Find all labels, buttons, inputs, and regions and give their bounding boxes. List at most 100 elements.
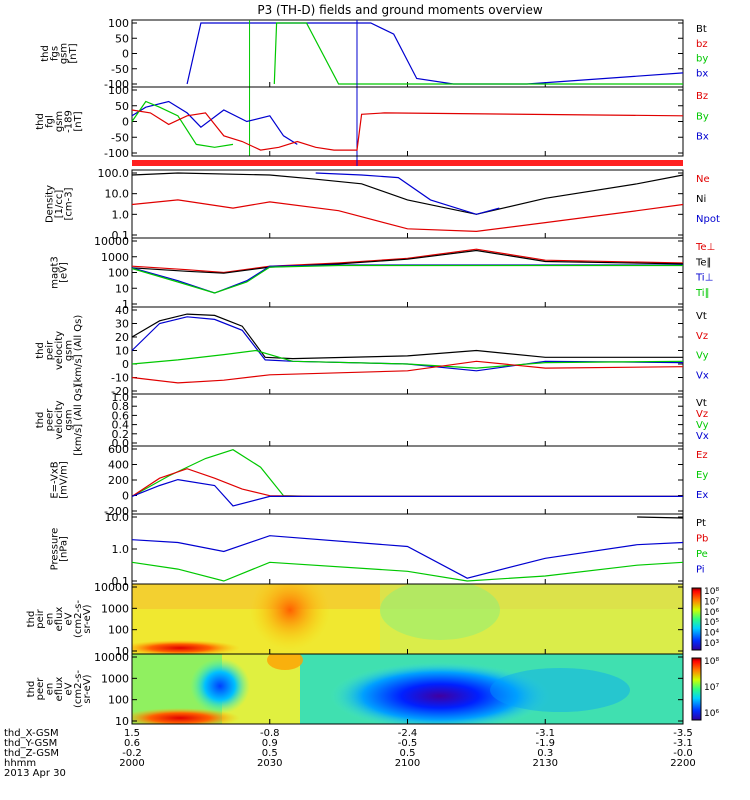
y-axis-label: eflux bbox=[54, 677, 65, 702]
y-axis-label: peer bbox=[45, 408, 56, 432]
separator-bar bbox=[132, 160, 683, 166]
y-tick-label: 10.0 bbox=[105, 188, 130, 201]
y-axis-label: thd bbox=[35, 113, 46, 130]
series-Ti⊥ bbox=[131, 264, 683, 294]
series-Pi bbox=[131, 535, 684, 579]
series-bx bbox=[186, 22, 684, 85]
legend-Vz: Vz bbox=[696, 331, 708, 342]
series-Vx bbox=[131, 316, 684, 372]
y-axis-label: eV bbox=[63, 612, 74, 625]
colorbar-label: 10⁸ bbox=[704, 657, 719, 667]
y-axis-label: gsm bbox=[54, 111, 65, 132]
panel-frame bbox=[131, 19, 684, 88]
y-axis-label: [1/cc] bbox=[54, 190, 65, 219]
y-tick-label: 0.1 bbox=[112, 229, 130, 242]
legend-bz: bz bbox=[696, 39, 708, 50]
y-tick-label: -50 bbox=[111, 131, 129, 144]
panel-density: 100.0 10.0 1.0 0.1 Density[1/cc][cm-3] Ne Ni Np… bbox=[45, 167, 720, 242]
y-axis-label: eflux bbox=[54, 607, 65, 632]
legend-Ti∥: Ti∥ bbox=[695, 288, 710, 299]
series-Ni bbox=[131, 172, 684, 215]
y-tick-label: -100 bbox=[104, 78, 129, 91]
y-tick-label: 0 bbox=[122, 358, 129, 371]
series-Ti∥ bbox=[131, 264, 683, 294]
series-Bz bbox=[131, 109, 684, 151]
x-row-label: hhmm bbox=[4, 758, 36, 769]
series-Pe bbox=[131, 561, 684, 582]
ion-spectrogram bbox=[132, 584, 683, 654]
x-tick-label: 2130 bbox=[533, 758, 558, 769]
y-axis-label: thd bbox=[40, 45, 51, 62]
x-tick-label: 0.9 bbox=[262, 738, 278, 749]
panel-spec_i: 10000 1000 100 10 thdpeirenefluxeV(cm2-s-sr-… bbox=[26, 581, 684, 658]
y-tick-label: 10000 bbox=[94, 235, 129, 248]
panel-pressure: 10.0 1.0 0.1 Pressure[nPa] Pt Pb Pe Pi bbox=[49, 511, 708, 588]
panel-frame bbox=[131, 393, 684, 447]
y-tick-label: 50 bbox=[115, 100, 129, 113]
y-tick-label: 10 bbox=[115, 345, 129, 358]
x-row-label: thd_Y-GSM bbox=[4, 738, 57, 749]
series-Vz bbox=[131, 360, 684, 384]
y-tick-label: 100 bbox=[108, 267, 129, 280]
y-tick-label: 200 bbox=[108, 474, 129, 487]
x-tick-label: -3.5 bbox=[673, 728, 693, 739]
y-axis-label: gsm bbox=[59, 43, 70, 64]
y-axis-label: velocity bbox=[54, 400, 65, 439]
legend-By: By bbox=[696, 111, 709, 122]
series-Npot bbox=[315, 172, 500, 215]
y-tick-label: 0.4 bbox=[112, 419, 130, 432]
legend-Vz: Vz bbox=[696, 409, 708, 420]
x-tick-label: -0.5 bbox=[398, 738, 418, 749]
legend-Pi: Pi bbox=[696, 565, 705, 576]
y-axis-label: fgl bbox=[45, 115, 56, 128]
series-by bbox=[273, 22, 683, 85]
x-tick-label: -3.1 bbox=[673, 738, 693, 749]
y-tick-label: -50 bbox=[111, 63, 129, 76]
x-tick-label: -1.9 bbox=[535, 738, 555, 749]
legend-Bt: Bt bbox=[696, 24, 707, 35]
legend-Vx: Vx bbox=[696, 431, 709, 442]
legend-Ti⊥: Ti⊥ bbox=[695, 273, 713, 284]
series-By bbox=[131, 100, 234, 148]
x-tick-label: -3.1 bbox=[535, 728, 555, 739]
legend-Vx: Vx bbox=[696, 370, 709, 381]
panel-efield: 600 400 200 0 -200 E=-VxB[mV/m] Ez Ey Ex bbox=[49, 443, 708, 518]
y-axis-label: thd bbox=[26, 681, 37, 698]
legend-Vt: Vt bbox=[696, 311, 707, 322]
y-tick-label: 0.1 bbox=[112, 575, 130, 588]
legend-by: by bbox=[696, 54, 708, 65]
colorbar-label: 10⁷ bbox=[704, 683, 719, 693]
y-tick-label: 100 bbox=[108, 84, 129, 97]
y-tick-label: 10 bbox=[115, 282, 129, 295]
colorbar-gradient bbox=[691, 657, 702, 721]
series-Bx bbox=[131, 100, 298, 145]
colorbar-label: 10⁷ bbox=[704, 597, 719, 607]
y-tick-label: 0 bbox=[122, 116, 129, 129]
y-tick-label: 1 bbox=[122, 298, 129, 311]
legend-Ni: Ni bbox=[696, 194, 706, 205]
y-tick-label: 10.0 bbox=[105, 511, 130, 524]
y-axis-label: thd bbox=[26, 611, 37, 628]
x-tick-label: 2200 bbox=[670, 758, 695, 769]
colorbar: 10⁸ 10⁷ 10⁶ bbox=[691, 657, 719, 721]
y-tick-label: -200 bbox=[104, 505, 129, 518]
x-tick-label: 1.5 bbox=[124, 728, 140, 739]
y-axis-label: Density bbox=[45, 185, 56, 223]
y-axis-label: [nPa] bbox=[59, 536, 70, 562]
y-axis-label: thd bbox=[35, 342, 46, 359]
legend-Te⊥: Te⊥ bbox=[695, 242, 715, 253]
y-tick-label: 1000 bbox=[101, 602, 129, 615]
y-tick-label: 100.0 bbox=[98, 167, 130, 180]
y-tick-label: 100 bbox=[108, 17, 129, 30]
y-tick-label: 10000 bbox=[94, 581, 129, 594]
x-tick-label: 0.6 bbox=[124, 738, 140, 749]
y-axis-label: [cm-3] bbox=[63, 187, 74, 220]
y-tick-label: 1000 bbox=[101, 672, 129, 685]
y-axis-label: [km/s] (All Qs) bbox=[73, 315, 84, 387]
legend-bx: bx bbox=[696, 68, 708, 79]
y-tick-label: 10000 bbox=[94, 651, 129, 664]
panel-frame bbox=[131, 86, 684, 157]
legend-Vy: Vy bbox=[696, 420, 709, 431]
colorbar-label: 10⁶ bbox=[704, 608, 719, 618]
